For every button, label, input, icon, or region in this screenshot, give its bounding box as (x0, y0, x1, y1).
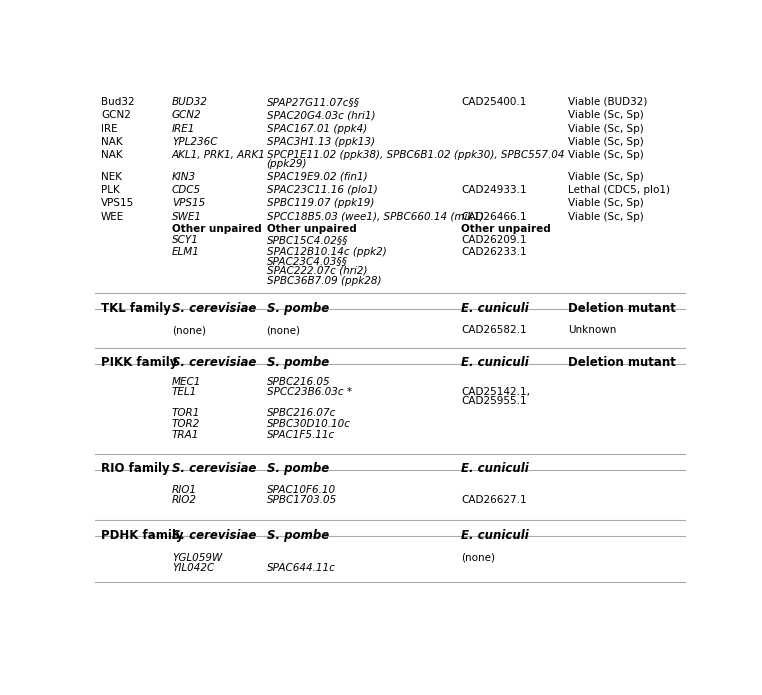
Text: CDC5: CDC5 (172, 185, 201, 195)
Text: SPCP1E11.02 (ppk38), SPBC6B1.02 (ppk30), SPBC557.04: SPCP1E11.02 (ppk38), SPBC6B1.02 (ppk30),… (267, 150, 564, 161)
Text: Other unpaired: Other unpaired (267, 224, 357, 234)
Text: CAD26233.1: CAD26233.1 (462, 247, 527, 256)
Text: RIO1: RIO1 (172, 485, 197, 495)
Text: CAD25142.1,: CAD25142.1, (462, 387, 530, 398)
Text: TOR1: TOR1 (172, 408, 200, 418)
Text: (ppk29): (ppk29) (267, 159, 307, 170)
Text: SPAC10F6.10: SPAC10F6.10 (267, 485, 335, 495)
Text: PIKK family: PIKK family (101, 357, 178, 369)
Text: ELM1: ELM1 (172, 247, 200, 256)
Text: S. cerevisiae: S. cerevisiae (172, 462, 256, 475)
Text: E. cuniculi: E. cuniculi (462, 462, 529, 475)
Text: IRE1: IRE1 (172, 124, 195, 133)
Text: SPBC15C4.02§§: SPBC15C4.02§§ (267, 236, 348, 245)
Text: SPAC1F5.11c: SPAC1F5.11c (267, 430, 335, 440)
Text: SPAC167.01 (ppk4): SPAC167.01 (ppk4) (267, 124, 367, 133)
Text: SPBC119.07 (ppk19): SPBC119.07 (ppk19) (267, 199, 374, 208)
Text: SPAC644.11c: SPAC644.11c (267, 564, 335, 573)
Text: SPCC23B6.03c *: SPCC23B6.03c * (267, 387, 351, 398)
Text: GCN2: GCN2 (172, 110, 202, 120)
Text: VPS15: VPS15 (172, 199, 205, 208)
Text: CAD25955.1: CAD25955.1 (462, 396, 527, 407)
Text: CAD26582.1: CAD26582.1 (462, 325, 527, 335)
Text: Bud32: Bud32 (101, 97, 135, 107)
Text: IRE: IRE (101, 124, 118, 133)
Text: SPAC23C11.16 (plo1): SPAC23C11.16 (plo1) (267, 185, 377, 195)
Text: Deletion mutant: Deletion mutant (568, 302, 676, 315)
Text: SPAC222.07c (hri2): SPAC222.07c (hri2) (267, 266, 367, 276)
Text: S. cerevisiae: S. cerevisiae (172, 302, 256, 315)
Text: S. pombe: S. pombe (267, 529, 328, 541)
Text: S. cerevisiae: S. cerevisiae (172, 529, 256, 541)
Text: SPAC23C4.03§§: SPAC23C4.03§§ (267, 256, 347, 266)
Text: SCY1: SCY1 (172, 236, 199, 245)
Text: Viable (Sc, Sp): Viable (Sc, Sp) (568, 172, 643, 181)
Text: S. pombe: S. pombe (267, 357, 328, 369)
Text: PLK: PLK (101, 185, 120, 195)
Text: SPBC216.07c: SPBC216.07c (267, 408, 336, 418)
Text: E. cuniculi: E. cuniculi (462, 357, 529, 369)
Text: (none): (none) (462, 553, 495, 563)
Text: RIO family: RIO family (101, 462, 170, 475)
Text: SPAC3H1.13 (ppk13): SPAC3H1.13 (ppk13) (267, 137, 374, 147)
Text: KIN3: KIN3 (172, 172, 196, 181)
Text: NEK: NEK (101, 172, 122, 181)
Text: CAD26466.1: CAD26466.1 (462, 212, 527, 222)
Text: NAK: NAK (101, 150, 123, 161)
Text: Other unpaired: Other unpaired (172, 224, 262, 234)
Text: S. pombe: S. pombe (267, 462, 328, 475)
Text: PDHK family: PDHK family (101, 529, 184, 541)
Text: SPAC20G4.03c (hri1): SPAC20G4.03c (hri1) (267, 110, 375, 120)
Text: SPAC12B10.14c (ppk2): SPAC12B10.14c (ppk2) (267, 247, 386, 256)
Text: CAD24933.1: CAD24933.1 (462, 185, 527, 195)
Text: Viable (Sc, Sp): Viable (Sc, Sp) (568, 110, 643, 120)
Text: SPBC30D10.10c: SPBC30D10.10c (267, 419, 351, 429)
Text: SPAC19E9.02 (fin1): SPAC19E9.02 (fin1) (267, 172, 367, 181)
Text: MEC1: MEC1 (172, 377, 201, 386)
Text: WEE: WEE (101, 212, 124, 222)
Text: SPAP27G11.07c§§: SPAP27G11.07c§§ (267, 97, 360, 107)
Text: Other unpaired: Other unpaired (462, 224, 551, 234)
Text: SWE1: SWE1 (172, 212, 202, 222)
Text: TRA1: TRA1 (172, 430, 200, 440)
Text: AKL1, PRK1, ARK1: AKL1, PRK1, ARK1 (172, 150, 266, 161)
Text: CAD26627.1: CAD26627.1 (462, 496, 527, 505)
Text: Viable (Sc, Sp): Viable (Sc, Sp) (568, 199, 643, 208)
Text: TEL1: TEL1 (172, 387, 197, 398)
Text: Deletion mutant: Deletion mutant (568, 357, 676, 369)
Text: TOR2: TOR2 (172, 419, 200, 429)
Text: GCN2: GCN2 (101, 110, 131, 120)
Text: SPCC18B5.03 (wee1), SPBC660.14 (mik1): SPCC18B5.03 (wee1), SPBC660.14 (mik1) (267, 212, 484, 222)
Text: Viable (Sc, Sp): Viable (Sc, Sp) (568, 124, 643, 133)
Text: (none): (none) (172, 325, 206, 335)
Text: Unknown: Unknown (568, 325, 616, 335)
Text: S. pombe: S. pombe (267, 302, 328, 315)
Text: Viable (Sc, Sp): Viable (Sc, Sp) (568, 150, 643, 161)
Text: Viable (Sc, Sp): Viable (Sc, Sp) (568, 212, 643, 222)
Text: Viable (Sc, Sp): Viable (Sc, Sp) (568, 137, 643, 147)
Text: SPBC216.05: SPBC216.05 (267, 377, 330, 386)
Text: RIO2: RIO2 (172, 496, 197, 505)
Text: NAK: NAK (101, 137, 123, 147)
Text: YGL059W: YGL059W (172, 553, 223, 563)
Text: YIL042C: YIL042C (172, 564, 214, 573)
Text: S. cerevisiae: S. cerevisiae (172, 357, 256, 369)
Text: E. cuniculi: E. cuniculi (462, 529, 529, 541)
Text: E. cuniculi: E. cuniculi (462, 302, 529, 315)
Text: YPL236C: YPL236C (172, 137, 217, 147)
Text: VPS15: VPS15 (101, 199, 134, 208)
Text: BUD32: BUD32 (172, 97, 208, 107)
Text: TKL family: TKL family (101, 302, 171, 315)
Text: (none): (none) (267, 325, 300, 335)
Text: CAD25400.1: CAD25400.1 (462, 97, 527, 107)
Text: CAD26209.1: CAD26209.1 (462, 236, 527, 245)
Text: SPBC1703.05: SPBC1703.05 (267, 496, 337, 505)
Text: Lethal (CDC5, plo1): Lethal (CDC5, plo1) (568, 185, 670, 195)
Text: Viable (BUD32): Viable (BUD32) (568, 97, 647, 107)
Text: SPBC36B7.09 (ppk28): SPBC36B7.09 (ppk28) (267, 275, 381, 286)
